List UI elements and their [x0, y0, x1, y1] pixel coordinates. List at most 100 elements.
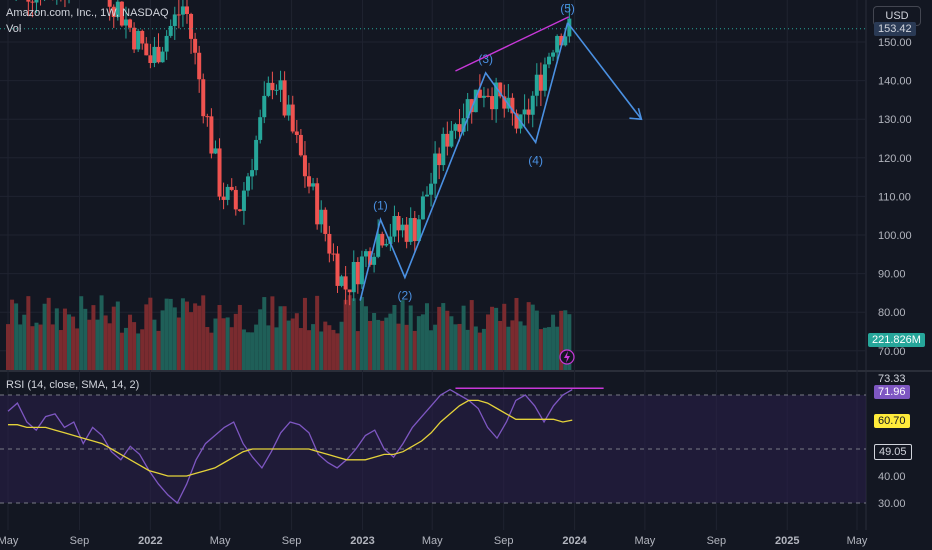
candle-body — [534, 74, 539, 96]
volume-bar — [128, 314, 133, 370]
price-tick-label: 70.00 — [878, 346, 906, 358]
candle-body — [433, 153, 438, 184]
volume-bar — [107, 323, 112, 370]
wave-label: (2) — [398, 288, 413, 302]
candle-body — [453, 124, 458, 131]
volume-bar — [477, 332, 482, 370]
candle-body — [400, 224, 405, 231]
rsi-upper-tag: 73.33 — [874, 372, 910, 386]
volume-bar — [34, 322, 39, 370]
candle-body — [559, 35, 564, 46]
candle-body — [180, 6, 185, 15]
volume-bar — [376, 319, 381, 370]
volume-bar — [132, 322, 137, 370]
candle-body — [184, 6, 189, 14]
projection-arrow-head — [629, 107, 643, 121]
volume-bar — [290, 318, 295, 370]
rsi-sma-tag: 60.70 — [874, 414, 910, 428]
candle-body — [107, 0, 112, 7]
volume-bar — [111, 306, 116, 370]
volume-bar — [530, 304, 535, 370]
candle-body — [140, 30, 145, 44]
volume-bar — [152, 319, 157, 370]
candle-body — [30, 1, 35, 3]
rsi-legend: RSI (14, close, SMA, 14, 2) — [6, 379, 140, 391]
candle-body — [189, 13, 194, 39]
candle-body — [404, 224, 409, 242]
volume-bar — [286, 320, 291, 370]
volume-bar — [323, 321, 328, 370]
wave-label: (1) — [373, 199, 388, 213]
volume-bar — [469, 300, 474, 370]
candle-body — [160, 51, 165, 63]
candle-body — [522, 109, 527, 115]
candle-body — [111, 6, 116, 18]
candle-body — [148, 55, 153, 63]
candle-body — [258, 117, 263, 140]
rsi-line — [7, 388, 573, 505]
volume-bar — [502, 303, 507, 370]
volume-bar — [359, 296, 364, 370]
candle-body — [355, 261, 360, 285]
candle-body — [172, 14, 177, 26]
candle-body — [245, 176, 250, 191]
price-tick-label: 150.00 — [878, 37, 912, 49]
volume-bar — [119, 332, 124, 370]
volume-bar — [189, 312, 194, 370]
candle-body — [542, 64, 547, 91]
volume-bar — [193, 303, 198, 370]
volume-bar — [50, 324, 55, 370]
volume-bar — [437, 306, 442, 370]
rsi-value-tag: 71.96 — [874, 385, 910, 399]
volume-bar — [494, 307, 499, 370]
volume-bar — [54, 308, 59, 370]
candle-body — [315, 183, 320, 225]
candle-body — [233, 189, 238, 210]
volume-bar — [498, 320, 503, 370]
price-tick-label: 90.00 — [878, 269, 906, 281]
volume-bar — [14, 303, 19, 370]
candle-body — [416, 219, 421, 242]
volume-bar — [91, 305, 96, 370]
candle-body — [429, 183, 434, 195]
volume-bar — [26, 296, 31, 370]
last-price-tag: 153.42 — [874, 22, 916, 36]
volume-bar — [490, 306, 495, 370]
candle-body — [302, 155, 307, 177]
volume-bar — [363, 306, 368, 370]
candle-body — [262, 95, 267, 118]
volume-bar — [343, 299, 348, 370]
volume-bar — [514, 297, 519, 370]
candle-body — [278, 80, 283, 90]
volume-bar — [115, 301, 120, 370]
candle-body — [237, 209, 242, 211]
candle-body — [327, 233, 332, 254]
candle-body — [449, 130, 454, 147]
volume-bar — [538, 329, 543, 370]
candle-body — [213, 148, 218, 154]
candle-body — [229, 186, 234, 190]
price-tick-label: 80.00 — [878, 307, 906, 319]
candle-body — [176, 14, 181, 16]
candle-body — [502, 96, 507, 109]
time-tick-label: 2024 — [562, 535, 587, 547]
elliott-wave-line — [359, 22, 569, 301]
volume-bar — [396, 323, 401, 370]
volume-bar — [160, 310, 165, 370]
volume-bar — [262, 297, 267, 370]
candle-body — [441, 133, 446, 166]
volume-bar — [83, 308, 88, 370]
candle-body — [286, 104, 291, 116]
time-tick-label: Sep — [707, 535, 727, 547]
candle-body — [481, 95, 486, 98]
time-tick-label: Sep — [282, 535, 302, 547]
candle-body — [396, 215, 401, 231]
alert-bolt-icon — [564, 351, 570, 363]
candle-body — [201, 79, 206, 117]
candle-body — [412, 218, 417, 242]
volume-bar — [327, 325, 332, 370]
candle-body — [469, 99, 474, 113]
candle-body — [424, 194, 429, 197]
volume-bar — [351, 298, 356, 370]
